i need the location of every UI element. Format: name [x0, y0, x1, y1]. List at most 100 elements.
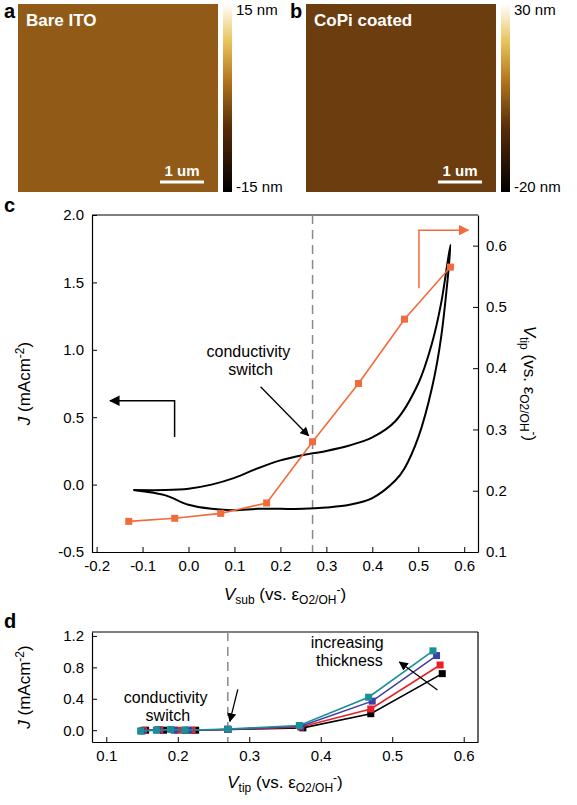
tick: 0.4 — [311, 737, 332, 764]
panel-letter: a — [4, 0, 16, 22]
colorbar — [501, 4, 510, 192]
annotation-line: conductivity — [124, 689, 212, 706]
reference-line — [227, 632, 229, 742]
tick: 0.2 — [168, 737, 189, 764]
data-point — [401, 316, 408, 323]
figure: aBare ITO1 um15 nm-15 nmbCoPi coated1 um… — [0, 0, 577, 805]
axis-title-part: ) — [15, 342, 34, 348]
tick-mark — [249, 737, 250, 742]
axis: -0.50.00.51.01.52.0 — [58, 206, 97, 560]
data-point — [153, 727, 160, 734]
data-point — [296, 722, 303, 729]
tick-label: -0.1 — [130, 557, 156, 574]
tick-label: 0.6 — [486, 237, 507, 254]
axis: -0.2-0.10.00.10.20.30.40.50.6 — [84, 547, 478, 574]
tick: -0.2 — [84, 547, 110, 574]
panel-b: bCoPi coated1 um30 nm-20 nm — [290, 0, 561, 195]
tick: 0.5 — [63, 409, 97, 426]
tick-mark — [464, 737, 465, 742]
data-point — [365, 694, 372, 701]
tick-mark — [92, 282, 97, 283]
tick-label: 1.5 — [63, 274, 84, 291]
data-point — [355, 380, 362, 387]
annotation-arrow — [399, 662, 437, 690]
tick: 0.0 — [179, 547, 200, 574]
data-point — [429, 647, 436, 654]
tick: 0.5 — [382, 737, 403, 764]
tick-mark — [473, 368, 478, 369]
axis-title: Vsub (vs. εO2/OH-) — [224, 583, 346, 607]
axis-title: J (mAcm-2) — [13, 342, 34, 426]
tick-label: 0.3 — [239, 747, 260, 764]
tick-label: 0.4 — [486, 359, 507, 376]
tick-mark — [92, 667, 97, 668]
axis-line — [93, 552, 479, 553]
tick: 0.4 — [473, 359, 507, 376]
axis-title-part: O2/OH — [299, 593, 336, 607]
tick: 0.0 — [63, 476, 97, 493]
tick: 0.1 — [96, 737, 117, 764]
tick-mark — [464, 547, 465, 552]
tick-label: 0.5 — [382, 747, 403, 764]
axis-title-part: ) — [340, 585, 346, 604]
frame-line — [92, 214, 478, 215]
tick-mark — [92, 552, 97, 553]
scale-bar-label: 1 um — [164, 162, 199, 179]
data-point — [367, 706, 374, 713]
data-point — [181, 727, 188, 734]
tick: 0.1 — [225, 547, 246, 574]
colorbar — [223, 4, 232, 192]
tick-label: 0.1 — [225, 557, 246, 574]
tick-label: 0.1 — [486, 543, 507, 560]
axis: 0.10.20.30.40.50.6 — [93, 737, 479, 764]
tick: 1.5 — [63, 274, 97, 291]
tick-mark — [473, 246, 478, 247]
axis-pointer — [110, 401, 174, 437]
axis-title: J (mAcm-2) — [13, 645, 34, 729]
axis-title-part: (vs. ε — [255, 585, 300, 604]
tick: 0.5 — [408, 547, 429, 574]
axis: 0.10.20.30.40.50.6 — [473, 216, 507, 561]
tick-mark — [473, 491, 478, 492]
tick: 0.8 — [63, 659, 97, 676]
axis-title-part: (mAcm — [15, 358, 34, 417]
axis-title-part: (mAcm — [15, 662, 34, 721]
tick-label: 0.5 — [408, 557, 429, 574]
panel-letter: b — [290, 0, 302, 22]
colorbar-label: -20 nm — [514, 178, 561, 195]
scale-bar-label: 1 um — [442, 162, 477, 179]
axis-line — [93, 742, 479, 743]
panel-letter: d — [4, 610, 16, 632]
data-point — [181, 727, 188, 734]
colorbar-label: 30 nm — [514, 1, 556, 18]
colorbar-label: 15 nm — [236, 1, 278, 18]
reference-line — [312, 215, 314, 552]
axis-title-part: J — [15, 720, 34, 730]
axis-title-part: ) — [520, 436, 539, 442]
tick-mark — [92, 636, 97, 637]
tick-mark — [92, 699, 97, 700]
tick-label: 0.8 — [63, 659, 84, 676]
panel-letter: c — [4, 194, 15, 216]
tick-label: 0.0 — [179, 557, 200, 574]
data-point — [224, 726, 231, 733]
data-point — [125, 518, 132, 525]
axis-title-part: (vs. ε — [251, 773, 296, 792]
tick-mark — [189, 547, 190, 552]
tick-mark — [473, 429, 478, 430]
data-point — [137, 728, 144, 735]
tick: 0.0 — [63, 722, 97, 739]
annotation-line: conductivity — [207, 343, 295, 360]
tick-mark — [326, 547, 327, 552]
annotation-arrow — [230, 689, 238, 721]
axis-title-part: tip — [517, 337, 531, 350]
tick: 0.3 — [316, 547, 337, 574]
tick: 0.1 — [473, 543, 507, 560]
panel-d: d0.10.20.30.40.50.60.00.40.81.2Vtip (vs.… — [4, 610, 479, 795]
data-point — [167, 726, 174, 733]
tick-label: 2.0 — [63, 206, 84, 223]
image-title: Bare ITO — [26, 11, 97, 30]
plot-area — [125, 215, 454, 552]
tick-label: 0.2 — [168, 747, 189, 764]
axis-line — [478, 216, 479, 553]
